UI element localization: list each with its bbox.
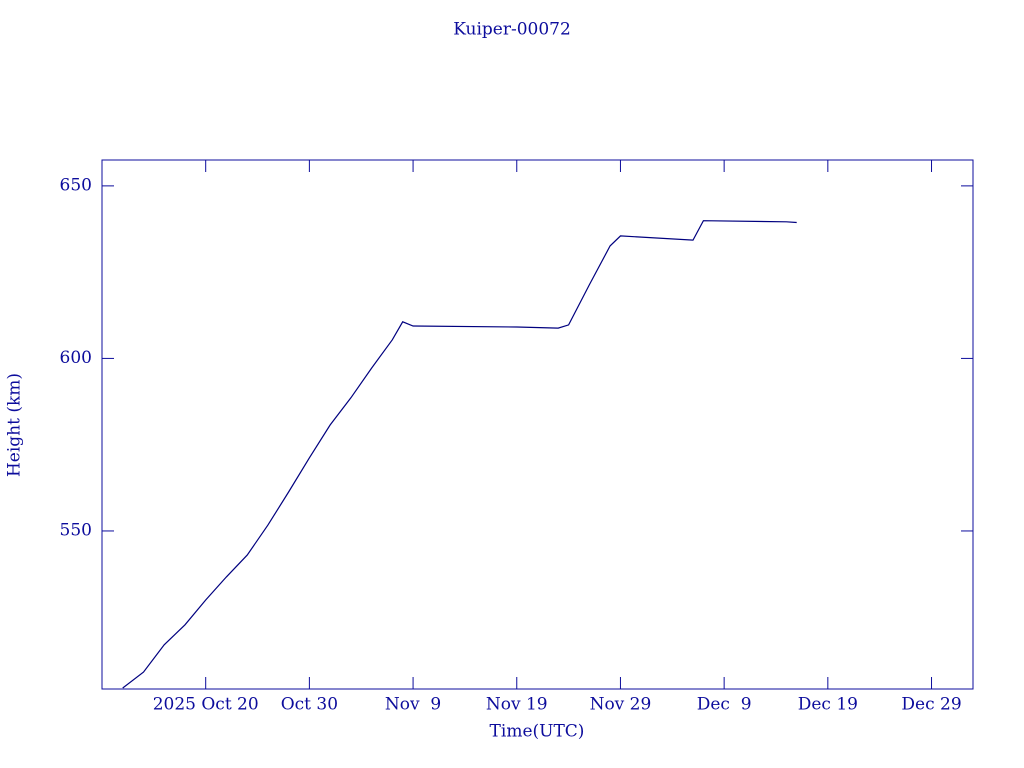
x-tick-label: Dec 29 [901, 695, 961, 715]
chart-title: Kuiper-00072 [453, 20, 571, 40]
y-tick-label: 650 [60, 175, 92, 195]
x-tick-label: Nov 9 [385, 695, 441, 715]
x-tick-label: Nov 19 [486, 695, 548, 715]
plot-frame [101, 159, 974, 690]
x-tick-label: Nov 29 [590, 695, 652, 715]
x-tick-label: Dec 9 [697, 695, 752, 715]
x-tick-label: 2025 Oct 20 [153, 695, 259, 715]
y-axis-label: Height (km) [5, 373, 25, 477]
x-axis-label: Time(UTC) [490, 722, 585, 742]
x-tick-label: Dec 19 [798, 695, 858, 715]
x-tick-label: Oct 30 [281, 695, 338, 715]
y-tick-label: 550 [60, 520, 92, 540]
data-line [122, 220, 797, 689]
y-tick-label: 600 [60, 348, 92, 368]
